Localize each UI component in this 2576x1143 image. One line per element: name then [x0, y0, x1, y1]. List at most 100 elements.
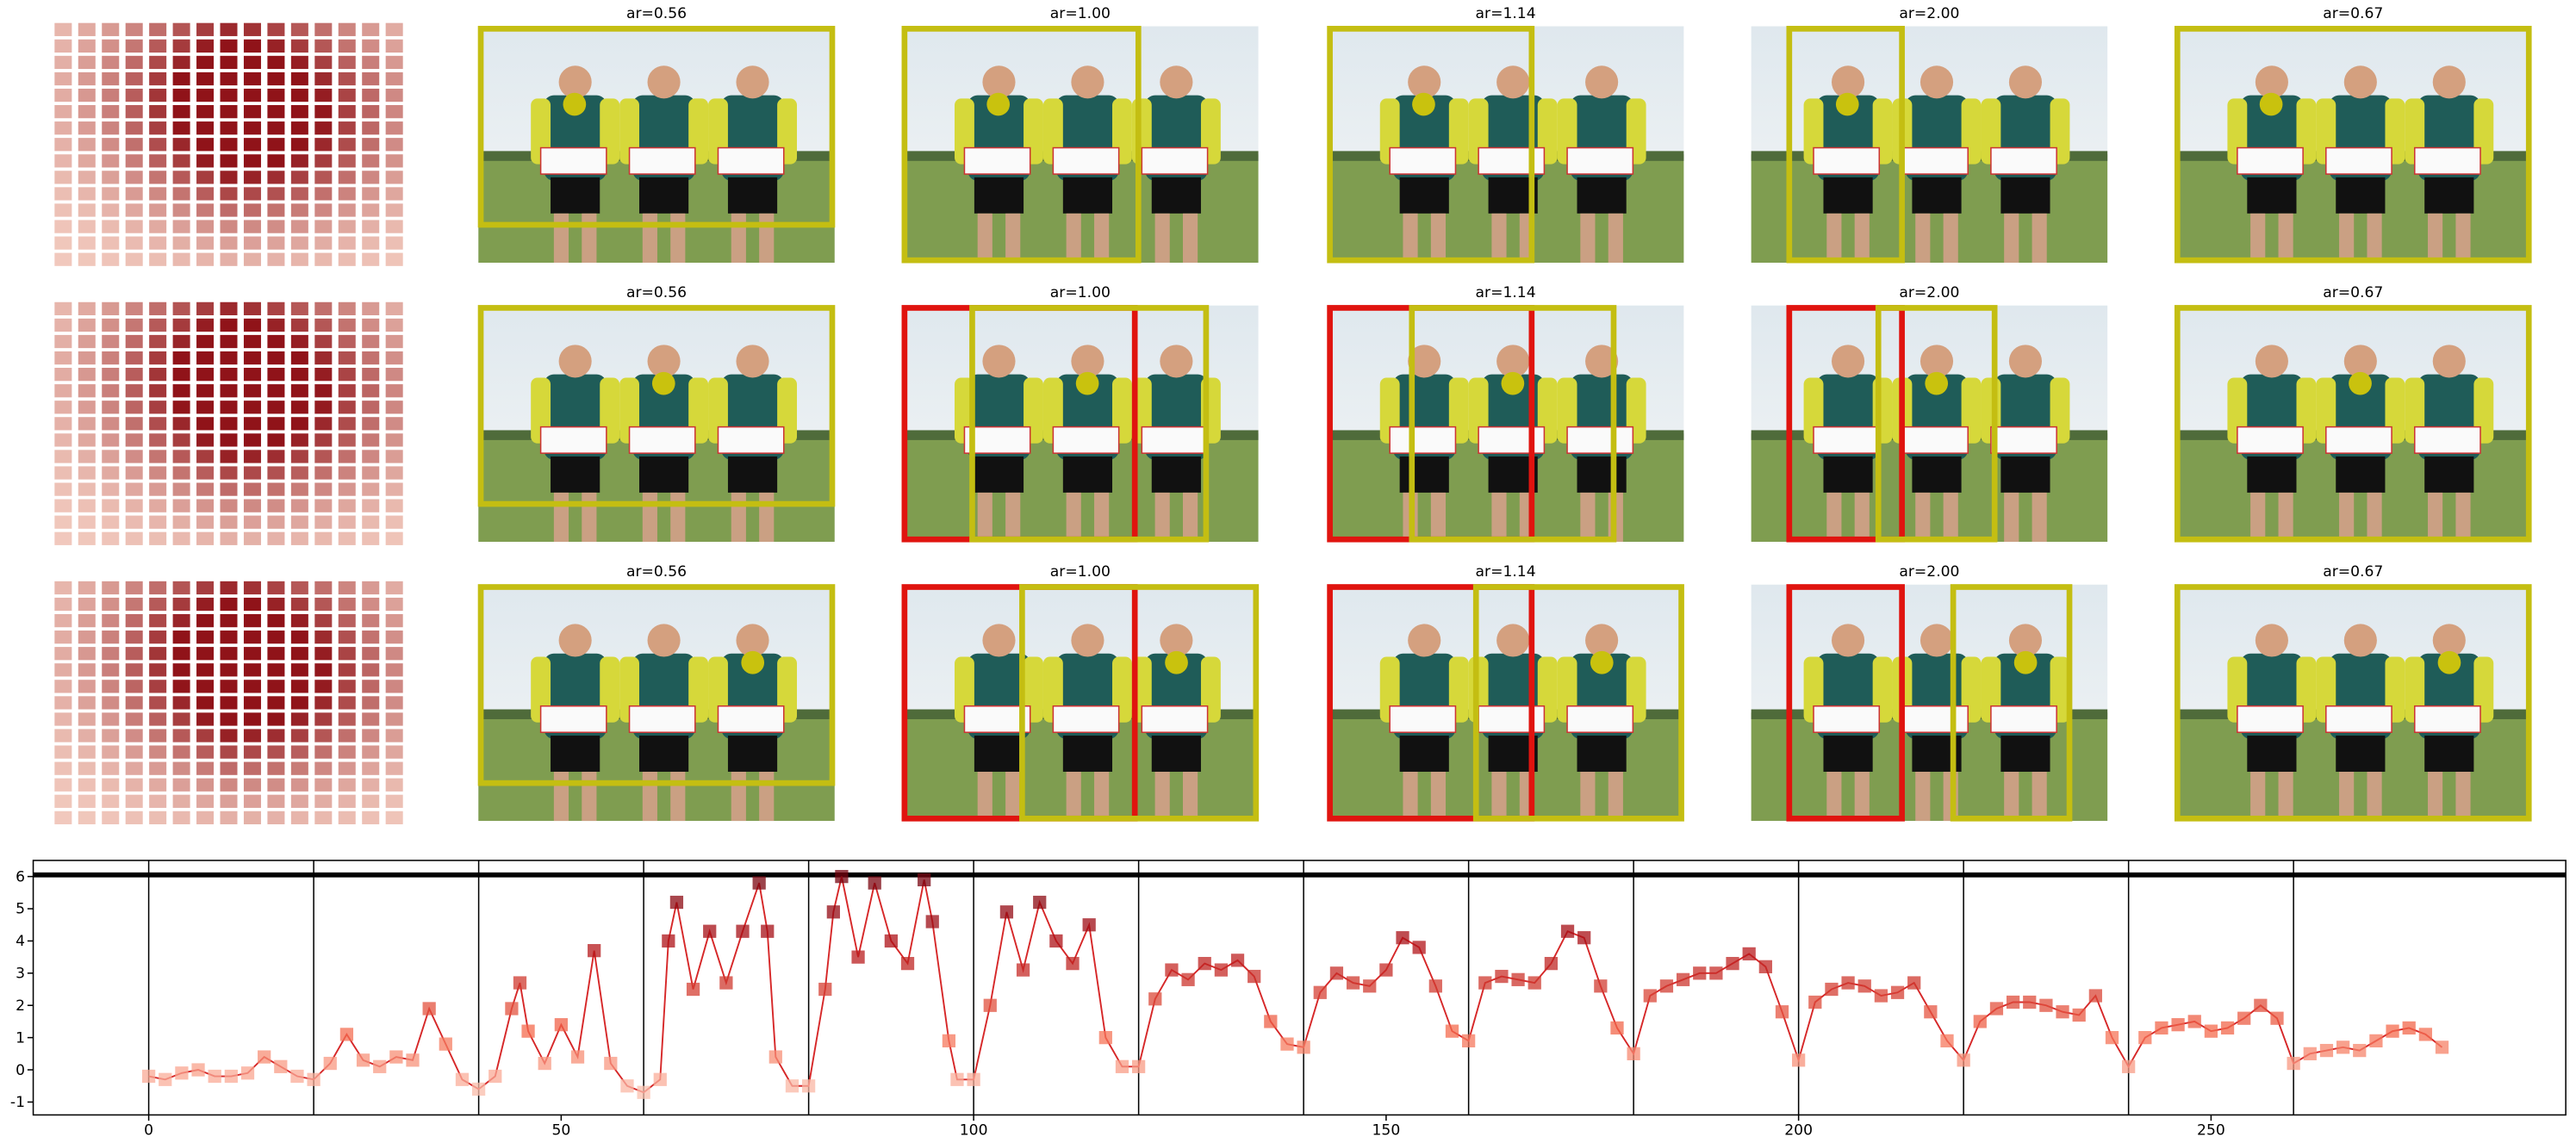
heatmap-cell: [338, 663, 356, 677]
heatmap-cell: [220, 203, 238, 217]
heatmap-cell: [220, 433, 238, 447]
marker: [1264, 1015, 1278, 1028]
heatmap-cell: [338, 334, 356, 349]
heatmap-cell: [78, 252, 96, 266]
heatmap-cell: [78, 171, 96, 184]
heatmap-cell: [362, 171, 380, 184]
marker: [1445, 1024, 1459, 1038]
heatmap-cell: [243, 154, 261, 168]
marker: [2402, 1021, 2416, 1035]
heatmap-cell: [149, 71, 167, 86]
heatmap-cell: [78, 121, 96, 135]
heatmap-cell: [102, 71, 120, 86]
heatmap-cell: [267, 236, 285, 250]
heatmap-cell: [102, 761, 120, 775]
heatmap: [54, 301, 403, 545]
point-marker: [1925, 371, 1949, 395]
heatmap-cell: [314, 368, 333, 382]
marker: [1577, 931, 1591, 945]
marker: [2072, 1008, 2086, 1022]
heatmap-cell: [385, 745, 403, 759]
heatmap-cell: [196, 138, 215, 152]
heatmap-cell: [314, 301, 333, 316]
heatmap-cell: [125, 531, 143, 545]
heatmap-cell: [385, 515, 403, 529]
panel-title: ar=1.14: [1476, 563, 1536, 581]
heatmap-cell: [338, 187, 356, 201]
heatmap-cell: [290, 203, 308, 217]
marker: [2138, 1031, 2152, 1045]
heatmap-cell: [385, 121, 403, 135]
heatmap-cell: [102, 105, 120, 119]
heatmap-cell: [78, 138, 96, 152]
heatmap-cell: [338, 433, 356, 447]
heatmap-cell: [78, 88, 96, 102]
heatmap-cell: [102, 581, 120, 595]
heatmap-cell: [385, 482, 403, 496]
marker: [1396, 931, 1409, 945]
crop-box: [477, 305, 836, 507]
heatmap-cell: [290, 187, 308, 201]
heatmap-cell: [196, 794, 215, 808]
heatmap-cell: [243, 384, 261, 398]
heatmap-cell: [196, 696, 215, 710]
marker: [1924, 1005, 1938, 1019]
heatmap-cell: [290, 88, 308, 102]
crop-box: [1019, 584, 1260, 822]
photo: [2175, 306, 2531, 543]
photo: [902, 585, 1259, 822]
heatmap-cell: [267, 301, 285, 316]
heatmap-cell: [362, 351, 380, 365]
heatmap-cell: [172, 121, 190, 135]
heatmap-cell: [267, 778, 285, 792]
heatmap-cell: [54, 761, 72, 775]
heatmap-cell: [54, 663, 72, 677]
heatmap-cell: [149, 433, 167, 447]
heatmap-cell: [385, 401, 403, 414]
heatmap-cell: [267, 39, 285, 53]
heatmap-cell: [362, 778, 380, 792]
panel-title: ar=0.67: [2323, 5, 2383, 22]
heatmap-cell: [172, 203, 190, 217]
heatmap-cell: [362, 334, 380, 349]
marker: [1280, 1037, 1294, 1051]
heatmap-cell: [243, 811, 261, 824]
heatmap-cell: [338, 55, 356, 70]
heatmap-cell: [290, 794, 308, 808]
heatmap-cell: [290, 466, 308, 480]
heatmap-cell: [385, 71, 403, 86]
heatmap-cell: [362, 729, 380, 742]
heatmap-cell: [362, 811, 380, 824]
panel-title: ar=1.14: [1476, 284, 1536, 301]
heatmap-cell: [267, 696, 285, 710]
heatmap-cell: [243, 696, 261, 710]
heatmap-cell: [78, 515, 96, 529]
heatmap-cell: [338, 203, 356, 217]
heatmap-cell: [196, 482, 215, 496]
crop-box: [1472, 584, 1684, 822]
heatmap-cell: [267, 384, 285, 398]
heatmap-cell: [102, 55, 120, 70]
heatmap-cell: [125, 778, 143, 792]
heatmap-cell: [362, 581, 380, 595]
heatmap-cell: [338, 88, 356, 102]
marker: [554, 1018, 568, 1032]
marker: [389, 1050, 403, 1064]
heatmap-cell: [149, 351, 167, 365]
marker: [1808, 995, 1822, 1009]
heatmap-cell: [362, 613, 380, 628]
marker: [1940, 1034, 1954, 1048]
marker: [307, 1072, 320, 1086]
heatmap-cell: [102, 631, 120, 644]
heatmap-cell: [362, 466, 380, 480]
heatmap-cell: [149, 318, 167, 332]
marker: [1198, 956, 1211, 971]
marker: [768, 1050, 782, 1064]
heatmap-cell: [290, 301, 308, 316]
heatmap-cell: [196, 499, 215, 512]
heatmap-cell: [220, 318, 238, 332]
heatmap-cell: [196, 613, 215, 628]
heatmap-cell: [220, 482, 238, 496]
heatmap-cell: [314, 39, 333, 53]
heatmap-cell: [385, 811, 403, 824]
